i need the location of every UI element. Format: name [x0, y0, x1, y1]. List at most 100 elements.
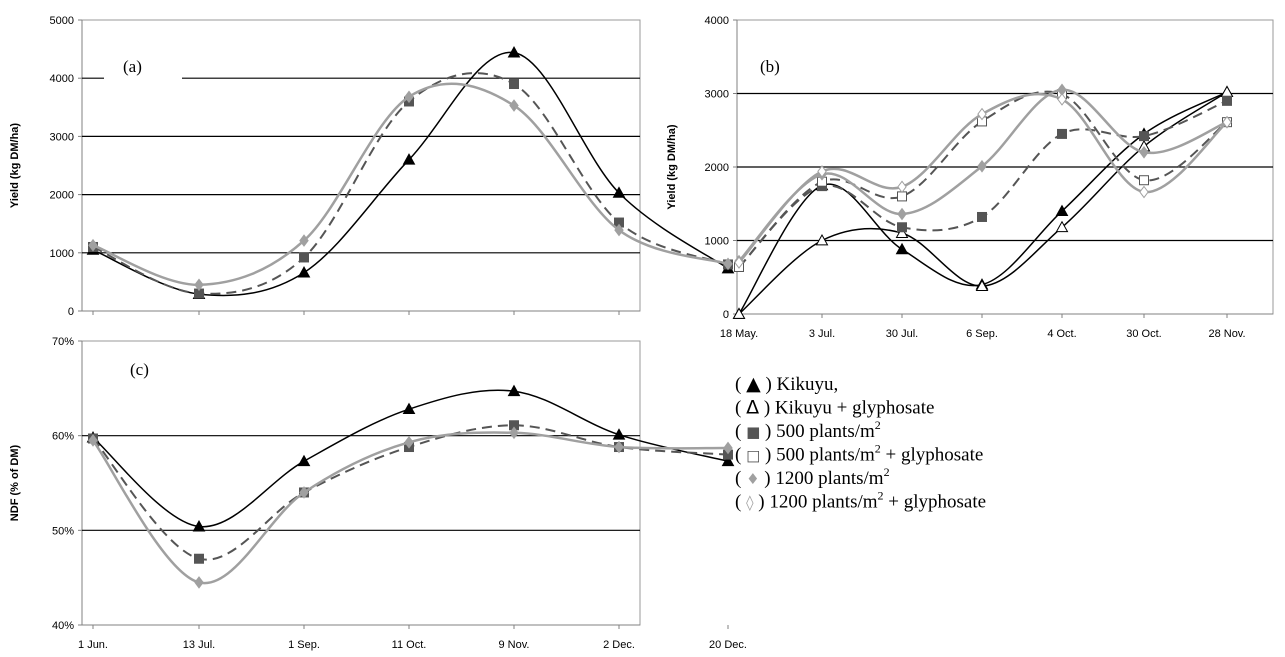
x-tick-label: 30 Oct.: [1126, 328, 1161, 340]
x-tick-label: 6 Sep.: [966, 328, 998, 340]
x-tick-label: 18 May.: [720, 328, 758, 340]
legend-symbol: ◊: [746, 494, 754, 512]
data-point: [509, 99, 519, 112]
x-tick-label: 1 Jun.: [78, 639, 108, 651]
legend-item-kikuyu: ( ▲ ) Kikuyu,: [735, 373, 838, 395]
data-point: [977, 211, 987, 222]
data-point: [88, 434, 98, 447]
series-kikuyu: [86, 46, 735, 300]
data-point: [1220, 85, 1234, 97]
data-point: [297, 454, 311, 467]
data-point: [1057, 93, 1067, 106]
data-point: [721, 454, 735, 467]
y-tick-label: 2000: [50, 190, 74, 202]
y-tick-label: 2000: [705, 162, 729, 174]
data-point: [723, 257, 733, 271]
data-point: [509, 79, 519, 90]
y-tick-label: 0: [723, 309, 729, 321]
data-point: [977, 107, 987, 121]
data-point: [299, 486, 309, 499]
x-tick-label: 20 Dec.: [709, 639, 747, 651]
data-point: [192, 520, 206, 532]
data-point: [975, 279, 989, 291]
data-point: [897, 191, 907, 202]
y-tick-label: 0: [68, 306, 74, 318]
data-point: [732, 307, 746, 319]
x-tick-label: 2 Dec.: [603, 639, 635, 651]
data-point: [1222, 95, 1232, 106]
data-point: [88, 238, 98, 252]
data-point: [815, 233, 829, 246]
data-point: [1055, 204, 1069, 216]
x-tick-label: 1 Sep.: [288, 639, 320, 651]
series-kikuyu: [86, 384, 735, 532]
data-point: [404, 90, 414, 104]
data-point: [897, 207, 907, 221]
data-point: [1139, 145, 1149, 159]
data-point: [1139, 131, 1149, 142]
data-point: [977, 159, 987, 173]
y-axis-label: Yield (kg DM/ha): [9, 123, 21, 208]
y-tick-label: 40%: [52, 620, 74, 632]
plot-frame: [81, 19, 641, 312]
legend-symbol: ♦: [746, 470, 759, 488]
panel-label: (b): [760, 57, 780, 76]
series-line: [92, 82, 729, 287]
data-point: [402, 402, 416, 415]
x-tick-label: 9 Nov.: [499, 639, 530, 651]
data-point: [297, 266, 311, 278]
y-tick-label: 3000: [50, 131, 74, 143]
chart-panel-a: 0 1000 2000 3000 4000 5000 Yield (kg DM/ha) (a): [9, 15, 735, 318]
data-point: [895, 242, 909, 255]
data-point: [897, 180, 907, 194]
data-point: [895, 226, 909, 239]
data-point: [194, 553, 204, 564]
data-point: [614, 223, 624, 237]
legend-item-p1200_gly: ( ◊ ) 1200 plants/m2 + glyphosate: [735, 489, 986, 513]
data-point: [402, 153, 416, 165]
y-tick-label: 1000: [50, 248, 74, 260]
legend-symbol: ▲: [746, 373, 761, 395]
y-tick-label: 60%: [52, 431, 74, 443]
data-point: [1057, 128, 1067, 139]
series-p500: [88, 72, 733, 299]
x-tick-label: 30 Jul.: [886, 328, 918, 340]
y-tick-label: 4000: [50, 73, 74, 85]
data-point: [1055, 220, 1069, 233]
data-point: [299, 234, 309, 247]
series-line: [92, 51, 729, 297]
data-point: [507, 384, 521, 397]
legend: ( ▲ ) Kikuyu,( Δ ) Kikuyu + glyphosate( …: [735, 373, 986, 513]
x-tick-label: 3 Jul.: [809, 328, 835, 340]
y-axis-label: NDF (% of DM): [9, 444, 21, 521]
x-tick-label: 4 Oct.: [1047, 328, 1076, 340]
y-tick-label: 3000: [705, 89, 729, 101]
data-point: [509, 426, 519, 440]
data-point: [194, 278, 204, 292]
data-point: [1139, 175, 1149, 186]
data-point: [734, 256, 744, 269]
legend-item-p500_gly: ( □ ) 500 plants/m2 + glyphosate: [735, 442, 983, 466]
plot-frame: [81, 340, 641, 626]
chart-panel-b: 0 1000 2000 3000 4000 18 May. 3 Jul. 30 Jul. 6 S…: [666, 15, 1274, 340]
y-tick-label: 1000: [705, 236, 729, 248]
data-point: [723, 441, 733, 455]
y-tick-label: 70%: [52, 336, 74, 348]
series-p1200: [88, 82, 733, 292]
y-tick-label: 50%: [52, 525, 74, 537]
data-point: [817, 165, 827, 178]
legend-item-p1200: ( ♦ ) 1200 plants/m2: [735, 465, 890, 489]
y-tick-label: 5000: [50, 15, 74, 27]
data-point: [614, 440, 624, 454]
data-point: [612, 186, 626, 198]
legend-symbol: Δ: [746, 397, 759, 419]
data-point: [1222, 115, 1232, 129]
legend-item-p500: ( ■ ) 500 plants/m2: [735, 418, 881, 442]
legend-symbol: □: [746, 447, 760, 465]
x-tick-label: 11 Oct.: [392, 639, 427, 651]
legend-item-kikuyu_gly: ( Δ ) Kikuyu + glyphosate: [735, 397, 934, 419]
data-point: [299, 252, 309, 263]
chart-panel-c: 40% 50% 60% 70% 1 Jun. 13 Jul. 1 Sep. 11 Oct. 9 …: [9, 336, 747, 651]
